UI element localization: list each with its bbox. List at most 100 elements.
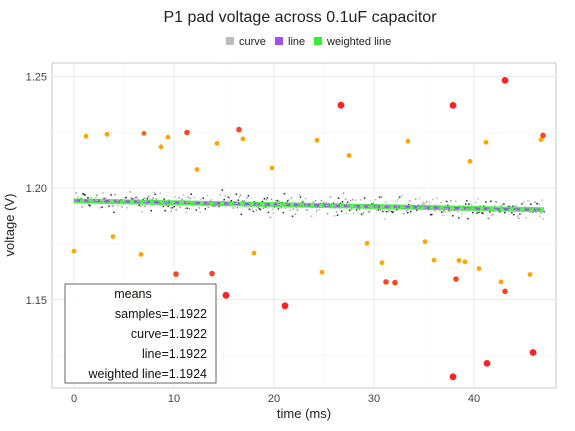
sample-point: [310, 215, 313, 218]
sample-point: [236, 206, 239, 209]
outlier-point-45: [538, 137, 544, 143]
sample-point: [184, 207, 187, 210]
sample-point: [204, 208, 207, 210]
sample-point: [405, 209, 408, 212]
outlier-point-16: [240, 136, 246, 142]
outlier-point-21: [319, 269, 325, 275]
sample-point: [77, 196, 79, 198]
sample-point: [202, 197, 205, 200]
means-line: line=1.1922: [142, 347, 207, 361]
outlier-point-11: [194, 167, 200, 172]
sample-point: [143, 197, 146, 200]
sample-point: [189, 197, 192, 200]
sample-point: [265, 198, 268, 201]
sample-point: [428, 201, 431, 204]
outlier-point-28: [405, 138, 411, 144]
legend-label-weighted-line: weighted line: [326, 36, 391, 48]
x-tick-label-0: 0: [71, 393, 77, 405]
sample-point: [282, 211, 285, 214]
sample-point: [177, 205, 180, 208]
sample-point: [380, 196, 383, 198]
sample-point: [523, 201, 525, 203]
sample-point: [400, 194, 403, 197]
sample-point: [152, 197, 155, 200]
sample-point: [445, 200, 448, 203]
sample-point: [243, 200, 246, 202]
sample-point: [337, 197, 340, 200]
sample-point: [513, 213, 515, 216]
means-box: means samples=1.1922 curve=1.1922 line=1…: [64, 283, 217, 384]
outlier-point-23: [346, 153, 352, 158]
outlier-point-25: [379, 260, 385, 266]
outlier-point-19: [281, 302, 289, 310]
sample-point: [207, 206, 210, 209]
sample-point: [368, 211, 371, 213]
sample-point: [467, 203, 470, 206]
sample-point: [352, 212, 355, 215]
sample-point: [228, 197, 231, 199]
sample-point: [421, 203, 424, 206]
sample-point: [418, 197, 421, 200]
sample-point: [146, 197, 149, 200]
sample-point: [344, 198, 347, 201]
sample-point: [246, 196, 249, 199]
sample-point: [478, 211, 480, 214]
sample-point: [351, 198, 354, 201]
sample-point: [154, 193, 157, 196]
sample-point: [527, 199, 529, 202]
sample-point: [540, 212, 542, 214]
sample-point: [363, 197, 366, 200]
outlier-point-36: [467, 158, 473, 164]
sample-point: [108, 205, 110, 208]
sample-point: [372, 202, 375, 204]
sample-point: [263, 197, 266, 200]
sample-point: [240, 213, 243, 216]
sample-point: [302, 200, 305, 203]
fit-curve: [73, 199, 545, 211]
sample-point: [89, 204, 91, 207]
sample-point: [378, 196, 381, 199]
sample-point: [96, 194, 98, 197]
sample-point: [148, 195, 151, 197]
sample-point: [292, 208, 295, 211]
outlier-point-0: [71, 248, 77, 254]
outlier-point-37: [476, 266, 482, 271]
sample-point: [457, 217, 460, 219]
sample-point: [113, 211, 115, 214]
outlier-point-32: [449, 373, 457, 381]
sample-point: [477, 197, 479, 200]
sample-point: [259, 208, 262, 211]
sample-point: [456, 211, 459, 213]
sample-point: [402, 212, 405, 215]
sample-point: [75, 192, 77, 194]
sample-point: [326, 212, 329, 215]
outlier-point-27: [392, 279, 398, 286]
sample-point: [475, 201, 477, 204]
sample-point: [443, 211, 446, 213]
sample-point: [239, 194, 242, 197]
sample-point: [175, 208, 178, 211]
sample-point: [440, 211, 443, 214]
outlier-point-8: [165, 134, 171, 140]
outlier-point-44: [529, 349, 537, 356]
sample-point: [178, 196, 181, 199]
sample-point: [163, 198, 166, 201]
sample-point: [249, 209, 252, 211]
outlier-point-40: [498, 279, 504, 285]
sample-point: [287, 199, 290, 202]
outlier-point-6: [141, 131, 147, 136]
sample-point: [335, 211, 338, 214]
sample-point: [320, 199, 323, 202]
sample-point: [87, 196, 89, 199]
sample-point: [206, 194, 209, 197]
sample-point: [117, 204, 119, 207]
sample-point: [210, 198, 213, 201]
x-tick-label-1: 10: [168, 393, 180, 405]
sample-point: [276, 199, 279, 202]
sample-point: [173, 205, 176, 208]
sample-point: [262, 207, 265, 210]
sample-point: [181, 198, 184, 201]
sample-point: [247, 194, 250, 197]
sample-point: [488, 217, 490, 220]
